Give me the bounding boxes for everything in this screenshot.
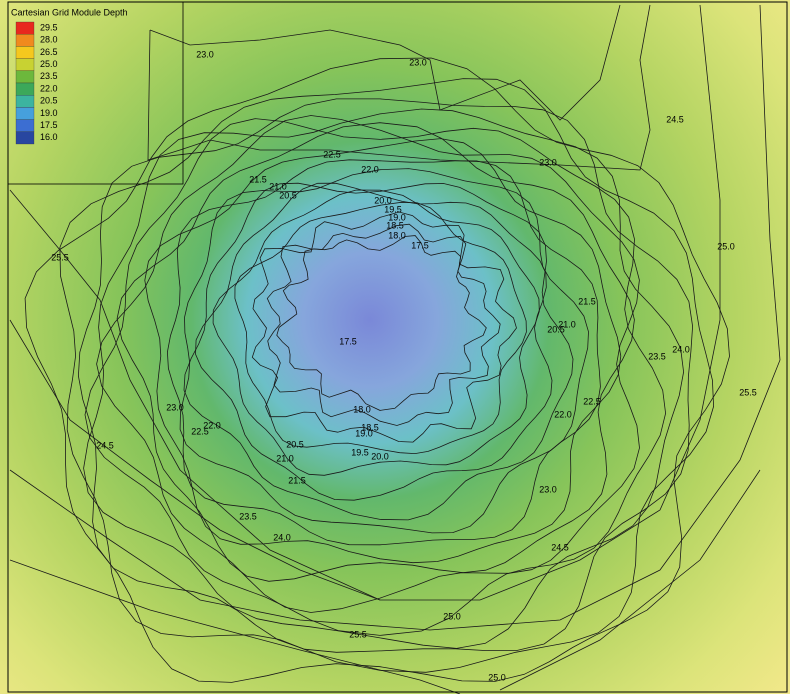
contour-line — [84, 118, 667, 636]
contour-line — [96, 115, 640, 613]
contour-line — [116, 122, 635, 582]
contour-label: 19.5 — [351, 447, 369, 457]
contour-label: 21.0 — [558, 319, 576, 329]
contour-label: 23.0 — [539, 484, 557, 494]
legend-swatch — [15, 119, 35, 132]
contour-line — [9, 559, 461, 695]
contour-label: 24.5 — [551, 542, 569, 552]
contour-line — [77, 98, 694, 653]
legend-label: 17.5 — [40, 120, 58, 130]
contour-label: 25.5 — [51, 252, 69, 262]
contour-line — [147, 4, 651, 171]
legend-label: 22.0 — [40, 83, 58, 93]
legend-label: 29.5 — [40, 22, 58, 32]
legend-label: 19.0 — [40, 108, 58, 118]
contour-label: 22.5 — [191, 426, 209, 436]
contour-label: 24.5 — [96, 440, 114, 450]
contour-line — [276, 235, 487, 411]
contour-label: 22.5 — [583, 396, 601, 406]
contour-label: 17.5 — [411, 240, 429, 250]
contour-label: 19.0 — [355, 428, 373, 438]
contour-line — [83, 108, 685, 649]
legend-swatch — [15, 95, 35, 108]
map-frame — [7, 1, 788, 693]
legend-label: 16.0 — [40, 132, 58, 142]
contour-line — [144, 138, 622, 564]
contour-label: 18.5 — [361, 422, 379, 432]
contours — [9, 4, 781, 695]
contour-label: 20.0 — [374, 195, 392, 205]
contour-line — [251, 211, 517, 443]
contour-line — [212, 189, 540, 476]
contour-label: 25.5 — [739, 387, 757, 397]
legend-swatch — [15, 131, 35, 145]
contour-label: 25.0 — [717, 241, 735, 251]
legend-swatch — [15, 46, 35, 59]
contour-line — [149, 4, 621, 121]
contour-label: 20.5 — [547, 324, 565, 334]
contour-label: 19.5 — [384, 204, 402, 214]
contour-label: 23.5 — [648, 351, 666, 361]
contour-line — [499, 469, 761, 691]
contour-label: 17.5 — [339, 336, 357, 346]
contour-label: 24.0 — [672, 344, 690, 354]
contour-line — [179, 168, 589, 534]
contour-line — [183, 182, 574, 521]
legend-swatch — [15, 107, 35, 120]
contour-line — [166, 159, 601, 546]
contour-label: 23.0 — [166, 402, 184, 412]
contour-label: 18.5 — [386, 220, 404, 230]
contour-line — [9, 4, 781, 631]
contour-label: 21.5 — [288, 475, 306, 485]
contour-label: 21.5 — [578, 296, 596, 306]
contour-label: 25.0 — [443, 611, 461, 621]
contour-label: 24.5 — [666, 114, 684, 124]
contour-label: 22.0 — [554, 409, 572, 419]
contour-label: 20.0 — [371, 451, 389, 461]
legend-swatch — [15, 34, 35, 47]
legend-swatch — [15, 58, 35, 71]
contour-label: 23.0 — [539, 157, 557, 167]
contour-line — [195, 182, 553, 501]
legend-box — [7, 1, 184, 185]
contour-line — [24, 57, 730, 683]
legend-label: 20.5 — [40, 96, 58, 106]
contour-label: 23.0 — [196, 49, 214, 59]
contour-label: 24.0 — [273, 532, 291, 542]
legend-swatch — [15, 82, 35, 96]
contour-line — [9, 4, 721, 601]
legend-swatch — [15, 21, 35, 35]
contour-label: 18.0 — [388, 230, 406, 240]
legend-label: 28.0 — [40, 35, 58, 45]
contour-label: 20.5 — [286, 439, 304, 449]
contour-label: 25.0 — [488, 672, 506, 682]
legend-swatch — [15, 70, 35, 84]
contour-label: 21.0 — [269, 181, 287, 191]
contour-label: 22.0 — [361, 164, 379, 174]
contour-line — [266, 223, 501, 426]
contour-label: 21.5 — [249, 174, 267, 184]
legend-label: 26.5 — [40, 47, 58, 57]
legend-label: 23.5 — [40, 71, 58, 81]
contour-label: 22.5 — [323, 149, 341, 159]
contour-label: 23.0 — [409, 57, 427, 67]
contour-line — [234, 201, 527, 455]
contour-label: 22.0 — [203, 420, 221, 430]
contour-label: 25.5 — [349, 629, 367, 639]
contour-label: 20.5 — [279, 190, 297, 200]
contour-label: 21.0 — [276, 453, 294, 463]
contour-label: 19.0 — [388, 212, 406, 222]
legend-title: Cartesian Grid Module Depth — [11, 7, 128, 17]
legend-label: 25.0 — [40, 59, 58, 69]
contour-line — [59, 78, 715, 673]
contour-label: 18.0 — [353, 404, 371, 414]
contour-label: 23.5 — [239, 511, 257, 521]
